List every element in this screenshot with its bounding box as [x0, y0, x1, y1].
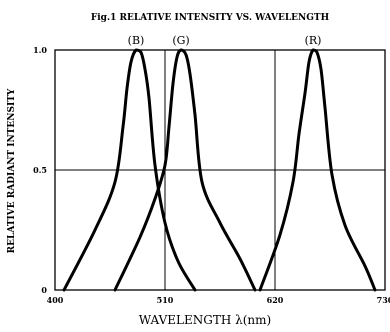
- y-axis-label: RELATIVE RADIANT INTENSITY: [7, 88, 17, 253]
- x-axis-label: WAVELENGTH λ(nm): [139, 313, 271, 327]
- y-tick-label: 1.0: [33, 45, 47, 55]
- plot-frame: [54, 49, 386, 291]
- series-labels: (B) (G) (R): [128, 34, 322, 47]
- series-layer: [62, 48, 377, 292]
- series-label-b: (B): [128, 34, 145, 47]
- series-line-g: [113, 48, 257, 292]
- series-label-g: (G): [172, 34, 189, 47]
- x-tick-label: 620: [267, 295, 284, 305]
- x-tick-label: 510: [157, 295, 174, 305]
- grid: [55, 50, 385, 290]
- series-label-r: (R): [305, 34, 322, 47]
- chart-title: Fig.1 RELATIVE INTENSITY VS. WAVELENGTH: [91, 13, 330, 23]
- y-tick-label: 0.5: [33, 165, 47, 175]
- x-tick-label: 400: [47, 295, 64, 305]
- series-line-r: [258, 48, 377, 292]
- y-tick-label: 0: [41, 285, 47, 295]
- x-tick-label: 730: [377, 295, 390, 305]
- series-line-b: [62, 48, 197, 292]
- ticks-layer: 400 510 620 730 0 0.5 1.0: [33, 45, 390, 305]
